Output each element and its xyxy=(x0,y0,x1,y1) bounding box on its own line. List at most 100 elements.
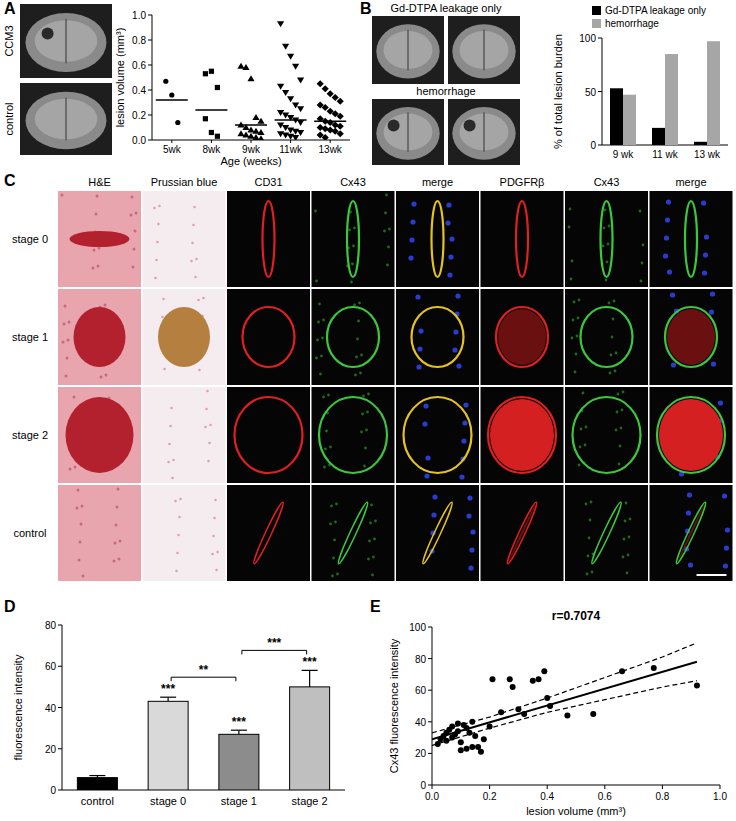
point xyxy=(489,676,495,682)
point xyxy=(317,124,324,131)
y-tick xyxy=(428,753,432,754)
speckle xyxy=(702,270,707,275)
speckle xyxy=(710,291,715,296)
speckle xyxy=(357,320,360,323)
micrograph xyxy=(481,485,564,581)
error-bar xyxy=(231,730,247,734)
error-cap xyxy=(302,670,318,671)
speckle xyxy=(81,505,84,508)
point xyxy=(242,131,249,137)
speckle xyxy=(623,538,626,541)
bar xyxy=(652,128,665,145)
speckle xyxy=(582,392,585,395)
y-tick xyxy=(598,145,602,146)
speckle xyxy=(625,502,628,505)
point xyxy=(449,724,455,730)
speckle xyxy=(68,321,71,324)
vessel xyxy=(665,307,717,367)
midline xyxy=(65,19,67,63)
speckle xyxy=(570,278,573,281)
micrograph xyxy=(58,289,141,385)
x-tick-label: 11 wk xyxy=(652,149,678,160)
column-header: Prussian blue xyxy=(151,176,218,188)
y-tick-label: 0.0 xyxy=(132,135,146,146)
mri-image xyxy=(20,83,112,155)
vessel xyxy=(496,307,548,367)
image-bg xyxy=(396,387,479,483)
speckle xyxy=(459,474,464,479)
speckle xyxy=(76,507,79,510)
vessel-fill xyxy=(490,399,554,471)
speckle xyxy=(361,413,364,416)
bracket xyxy=(171,677,236,681)
y-axis xyxy=(432,627,433,785)
vessel xyxy=(235,397,303,473)
x-axis xyxy=(432,785,720,786)
vessel-fill xyxy=(677,504,706,563)
speckle xyxy=(206,390,209,393)
error-cap xyxy=(160,697,176,698)
y-tick xyxy=(148,40,152,41)
speckle xyxy=(462,420,467,425)
speckle xyxy=(205,408,208,411)
speckle xyxy=(333,539,336,542)
vessel-fill xyxy=(667,309,715,365)
image-bg xyxy=(565,387,648,483)
vessel xyxy=(505,501,539,565)
speckle xyxy=(663,253,668,258)
y-axis-title: lesion volume (mm³) xyxy=(114,28,126,128)
speckle xyxy=(665,217,670,222)
speckle xyxy=(641,262,644,265)
micrograph xyxy=(650,289,733,385)
row-label: stage 2 xyxy=(12,429,48,441)
micrograph xyxy=(481,191,564,287)
vessel xyxy=(404,397,472,473)
error-bar xyxy=(160,697,176,701)
point xyxy=(651,665,657,671)
speckle xyxy=(388,228,391,231)
point xyxy=(472,733,478,739)
speckle xyxy=(591,571,594,574)
speckle xyxy=(579,446,582,449)
speckle xyxy=(639,210,642,213)
speckle xyxy=(317,321,320,324)
x-tick xyxy=(489,785,490,789)
x-tick xyxy=(171,140,172,143)
midline xyxy=(407,112,409,152)
speckle xyxy=(67,339,70,342)
y-tick-label: 0.6 xyxy=(132,60,146,71)
speckle xyxy=(130,214,133,217)
speckle xyxy=(322,319,325,322)
column-header: merge xyxy=(422,176,453,188)
point xyxy=(317,80,324,87)
speckle xyxy=(79,541,82,544)
x-tick xyxy=(547,785,548,789)
speckle xyxy=(619,445,622,448)
mean-line xyxy=(314,121,346,123)
vessel xyxy=(432,201,444,277)
bar xyxy=(219,734,259,790)
speckle xyxy=(168,443,171,446)
point xyxy=(337,123,344,130)
x-tick xyxy=(251,140,252,143)
confidence-band xyxy=(432,681,697,746)
x-tick-label: stage 2 xyxy=(292,795,328,807)
speckle xyxy=(163,368,166,371)
scale-bar xyxy=(697,574,727,576)
panel-label: D xyxy=(4,598,16,615)
bar xyxy=(610,88,623,145)
plot-area xyxy=(432,643,700,755)
row-label: stage 1 xyxy=(12,331,48,343)
point xyxy=(287,54,294,60)
error-line xyxy=(238,730,239,734)
micrograph xyxy=(565,485,648,581)
speckle xyxy=(179,498,182,501)
micrograph xyxy=(312,485,395,581)
speckle xyxy=(585,426,588,429)
point xyxy=(327,126,334,133)
speckle xyxy=(453,329,458,334)
panel-label: E xyxy=(370,598,381,615)
speckle xyxy=(315,357,318,360)
speckle xyxy=(610,354,613,357)
speckle xyxy=(194,276,197,279)
